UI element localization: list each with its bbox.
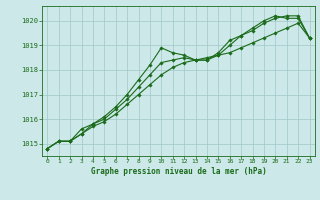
X-axis label: Graphe pression niveau de la mer (hPa): Graphe pression niveau de la mer (hPa) bbox=[91, 167, 266, 176]
